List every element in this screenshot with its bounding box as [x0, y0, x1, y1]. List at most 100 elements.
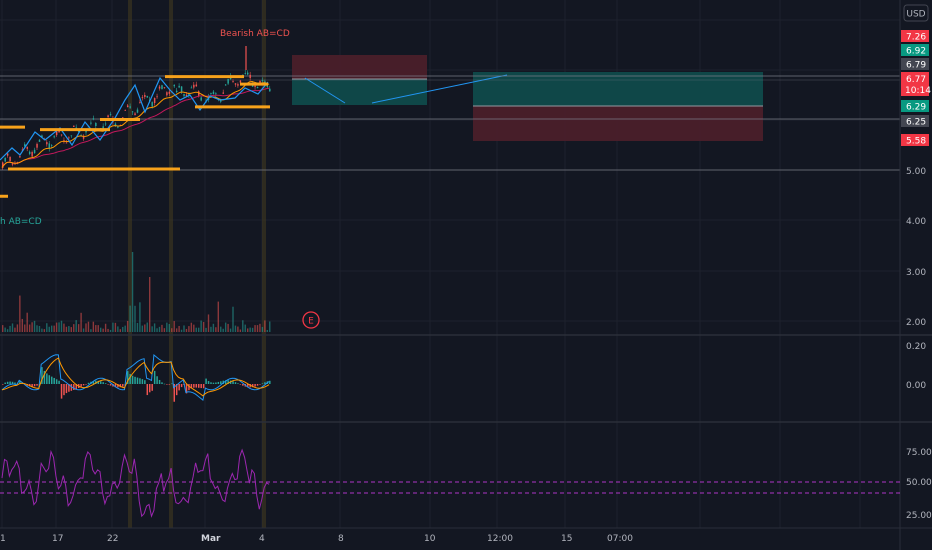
price-tag-6-text: 6.29 [906, 103, 926, 113]
earnings-marker[interactable]: E [302, 311, 320, 329]
volume-bar-3 [9, 325, 11, 332]
candle-body-101 [249, 74, 251, 78]
volume-bar-5 [14, 327, 16, 332]
position-2-loss-zone [473, 106, 763, 141]
candle-body-34 [85, 130, 87, 133]
volume-bar-0 [2, 325, 4, 332]
position-tool-1[interactable] [292, 55, 427, 105]
candle-body-44 [109, 113, 112, 115]
position-1-loss-zone [292, 55, 427, 79]
volume-bar-38 [95, 325, 97, 332]
candle-body-85 [210, 93, 212, 94]
macd-hist-bar-80 [198, 384, 200, 388]
currency-button[interactable]: USD [903, 4, 929, 22]
macd-hist-bar-73 [180, 384, 183, 388]
candle-body-106 [261, 80, 264, 82]
candle-body-74 [183, 94, 185, 97]
volume-bar-35 [87, 321, 90, 332]
volume-bar-49 [122, 326, 124, 332]
volume-bar-33 [82, 328, 85, 332]
price-tag-6-bg [901, 100, 929, 112]
volume-bar-80 [198, 327, 200, 332]
time-tick-0700: 07:00 [607, 534, 633, 544]
volume-bar-37 [92, 321, 95, 332]
volume-bar-58 [144, 324, 146, 332]
volume-bar-20 [51, 325, 53, 332]
candle-body-50 [124, 109, 126, 111]
candle-body-16 [41, 135, 43, 138]
volume-bar-73 [180, 329, 183, 332]
price-tag-1-text: 7.26 [906, 33, 926, 43]
macd-hist-bar-65 [161, 382, 163, 384]
position-tool-2[interactable] [473, 72, 763, 141]
candle-body-108 [266, 85, 269, 88]
candle-body-31 [77, 130, 80, 133]
candle-body-2 [6, 153, 9, 156]
candle-body-97 [239, 80, 242, 83]
candle-body-67 [166, 92, 168, 96]
candle-body-9 [24, 144, 26, 147]
volume-bar-76 [188, 326, 190, 332]
volume-bar-88 [217, 301, 219, 332]
candle-body-104 [256, 86, 259, 89]
candle-body-56 [139, 102, 141, 104]
macd-hist-bar-100 [247, 384, 249, 388]
volume-bar-8 [21, 318, 23, 332]
macd-hist-bar-109 [269, 380, 271, 384]
macd-hist-bar-61 [151, 384, 153, 391]
volume-bar-67 [166, 322, 168, 332]
candle-body-64 [158, 86, 161, 89]
volume-bar-102 [251, 327, 254, 332]
macd-hist-bar-71 [175, 384, 178, 396]
volume-bar-1 [4, 327, 6, 332]
time-tick-15: 15 [561, 534, 572, 544]
candle-body-0 [2, 162, 4, 168]
macd-hist-bar-92 [227, 380, 229, 384]
macd-hist-bar-14 [36, 384, 38, 386]
macd-hist-bar-105 [259, 384, 261, 385]
macd-hist-bar-19 [48, 375, 51, 384]
macd-hist-bar-5 [14, 382, 16, 384]
candle-body-53 [131, 111, 134, 113]
price-tag-4: 6.77 10:14 [901, 72, 931, 96]
macd-hist-bar-70 [173, 384, 175, 402]
volume-bar-24 [60, 320, 63, 332]
candle-body-76 [188, 93, 190, 96]
volume-bar-68 [168, 324, 170, 332]
candle-body-47 [117, 126, 119, 128]
macd-hist-bar-60 [149, 384, 151, 393]
candle-body-71 [175, 90, 178, 93]
candle-body-94 [232, 81, 234, 82]
candle-body-89 [220, 99, 222, 102]
projection-line-1 [304, 77, 346, 104]
candle-body-49 [122, 117, 124, 119]
volume-bar-85 [210, 326, 212, 332]
macd-hist-bar-30 [75, 384, 77, 390]
candle-body-23 [58, 130, 60, 133]
volume-bar-56 [139, 302, 141, 332]
time-tick-1: 1 [0, 534, 6, 544]
candle-body-18 [46, 142, 48, 145]
macd-hist-bar-83 [205, 378, 207, 384]
volume-bar-91 [224, 322, 227, 332]
candle-body-12 [31, 151, 33, 157]
rsi-tick-25: 25.00 [906, 511, 932, 521]
macd-hist-bar-2 [6, 381, 9, 384]
volume-bar-29 [73, 324, 75, 332]
time-tick-17: 17 [52, 534, 63, 544]
price-tag-3-bg [901, 58, 929, 70]
volume-bar-12 [31, 322, 33, 332]
macd-hist-bar-56 [139, 378, 141, 384]
volume-bar-34 [85, 323, 87, 332]
candle-body-52 [129, 106, 131, 108]
rsi-tick-75: 75.00 [906, 448, 932, 458]
macd-hist-bar-76 [188, 384, 190, 391]
candle-body-103 [254, 85, 256, 87]
candle-body-95 [234, 83, 237, 85]
price-tag-3: 6.79 [901, 58, 929, 71]
volume-bar-98 [242, 320, 244, 332]
currency-button-frame [903, 4, 929, 22]
macd-hist-bar-35 [87, 382, 90, 384]
macd-hist-bar-51 [126, 371, 129, 384]
